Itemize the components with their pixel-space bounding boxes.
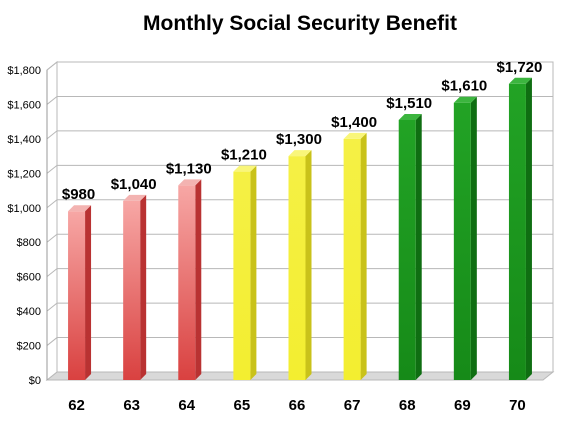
- bar-side: [470, 96, 477, 380]
- bar-top: [288, 150, 312, 157]
- bar-side: [360, 132, 367, 380]
- gridline: [46, 164, 553, 174]
- y-tick-label: $200: [17, 341, 41, 353]
- bar-front: [288, 156, 306, 380]
- bar-side: [195, 179, 202, 380]
- bar-side: [525, 77, 532, 381]
- bar-front: [68, 211, 86, 380]
- bar-side: [85, 205, 92, 380]
- x-tick-label: 66: [289, 397, 306, 414]
- bar-top: [453, 96, 477, 103]
- data-label: $1,210: [221, 147, 267, 164]
- gridline: [46, 233, 553, 243]
- bar-front: [453, 102, 471, 380]
- bar: [453, 96, 477, 380]
- bar: [233, 165, 257, 380]
- bar-side: [305, 150, 312, 380]
- x-tick-label: 70: [509, 397, 526, 414]
- y-tick-label: $1,200: [7, 168, 41, 180]
- x-tick-label: 65: [234, 397, 251, 414]
- bar-top: [178, 179, 202, 186]
- gridline: [46, 95, 553, 105]
- x-tick-label: 68: [399, 397, 416, 414]
- bar-front: [123, 200, 141, 380]
- bar-top: [508, 77, 532, 84]
- x-tick-label: 63: [123, 397, 140, 414]
- data-label: $1,510: [386, 95, 432, 112]
- data-label: $1,610: [441, 78, 487, 95]
- gridline: [46, 337, 553, 346]
- bar: [508, 77, 532, 381]
- data-label: $1,130: [166, 160, 212, 177]
- bar-top: [398, 113, 422, 120]
- y-tick-label: $1,600: [7, 99, 41, 111]
- bar: [178, 179, 202, 380]
- bar-top: [233, 165, 257, 172]
- bar-front: [343, 138, 361, 380]
- data-label: $1,300: [276, 131, 322, 148]
- x-tick-label: 67: [344, 397, 361, 414]
- data-label: $1,040: [111, 176, 157, 193]
- bar-top: [68, 205, 92, 212]
- bar-side: [415, 113, 422, 380]
- bar-front: [178, 185, 196, 380]
- bar-front: [398, 119, 416, 380]
- bar-top: [123, 194, 147, 201]
- plot-side-wall: [46, 60, 58, 382]
- bar: [398, 113, 422, 380]
- bar: [123, 194, 147, 380]
- data-label: $1,720: [496, 59, 542, 76]
- bar-side: [140, 194, 147, 380]
- y-tick-label: $400: [17, 306, 41, 318]
- bar-side: [250, 165, 257, 380]
- y-tick-label: $0: [29, 375, 41, 387]
- x-tick-label: 64: [178, 397, 195, 414]
- gridline: [46, 199, 553, 209]
- x-tick-label: 69: [454, 397, 471, 414]
- gridline: [46, 268, 553, 278]
- gridline: [46, 130, 553, 140]
- y-tick-label: $1,400: [7, 134, 41, 146]
- chart-title: Monthly Social Security Benefit: [143, 12, 457, 35]
- bar: [68, 205, 92, 380]
- gridline: [46, 302, 553, 312]
- bar: [288, 150, 312, 380]
- bar-front: [233, 171, 251, 380]
- gridline: [46, 61, 553, 71]
- bar-front: [508, 83, 526, 381]
- y-tick-label: $800: [17, 237, 41, 249]
- bar-top: [343, 132, 367, 139]
- y-tick-label: $600: [17, 272, 41, 284]
- x-tick-label: 62: [68, 397, 85, 414]
- bar: [343, 132, 367, 380]
- y-tick-label: $1,000: [7, 203, 41, 215]
- data-label: $980: [62, 186, 95, 203]
- data-label: $1,400: [331, 114, 377, 131]
- y-tick-label: $1,800: [7, 65, 41, 77]
